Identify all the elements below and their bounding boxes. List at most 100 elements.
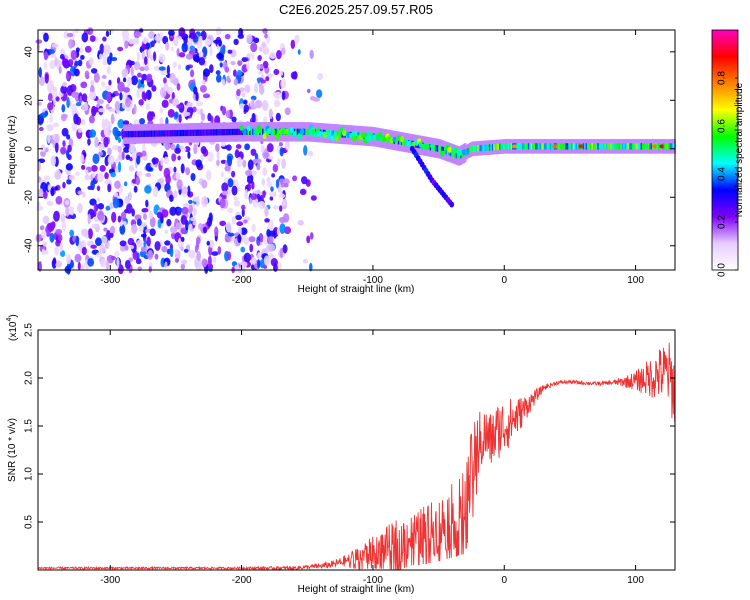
spectrogram-core [446,148,450,156]
spectrogram-core [598,143,601,150]
spectrogram-speckle [248,236,256,243]
spectrogram-speckle [246,62,250,71]
spectrogram-core [538,143,541,150]
spectrogram-core [559,143,562,150]
spectrogram-speckle [297,49,301,55]
spectrogram-speckle [280,78,287,89]
spectrogram-speckle [178,114,182,123]
spectrogram-blob [430,142,436,149]
spectrogram-speckle [185,53,194,60]
spectrogram-speckle [110,113,115,125]
spectrogram-speckle [111,144,119,151]
spectrogram-speckle [66,72,70,81]
spectrogram-core [588,143,591,150]
spectrogram-core [478,145,481,152]
snr-x-tick-label: -100 [363,575,383,586]
spectrogram-speckle [43,51,48,61]
snr-x-tick-label: 0 [501,575,507,586]
spectrogram-core [629,143,632,150]
spectrogram-speckle [53,210,60,222]
spectrogram-core [668,143,671,150]
spectrogram-speckle [138,79,142,86]
spectrogram-core [329,130,333,137]
spectrogram-speckle [43,175,51,181]
spectrogram-speckle [158,66,166,71]
spectrogram-blob [424,143,430,150]
spectrogram-speckle [236,156,243,168]
spectrogram-core [399,138,402,145]
spectrogram-speckle [68,38,74,49]
spectrogram-speckle [207,216,213,227]
spectrogram-speckle [246,52,253,59]
spectrogram-core [152,130,155,137]
spectrogram-core [233,128,236,136]
spectrogram-core [490,144,493,151]
spectrogram-core [474,145,477,152]
spectrogram-y-tick-label: -20 [24,190,35,205]
spectrogram-speckle [74,60,79,67]
spectrogram-speckle [200,146,207,154]
spectrogram-speckle [141,73,148,81]
spectrogram-speckle [198,51,204,58]
spectrogram-speckle [264,218,270,223]
spectrogram-core [587,143,590,150]
spectrogram-speckle [42,191,48,199]
spectrogram-speckle [270,219,274,230]
spectrogram-speckle [77,203,83,214]
spectrogram-blob [399,136,405,143]
spectrogram-speckle [222,78,226,87]
spectrogram-speckle [282,244,288,254]
spectrogram-speckle [257,259,261,269]
spectrogram-speckle [317,73,324,81]
spectrogram-speckle [71,91,79,98]
spectrogram-core [610,143,613,150]
spectrogram-speckle [172,98,179,107]
spectrogram-speckle [173,166,177,173]
spectrogram-speckle [61,104,66,113]
spectrogram-core [143,130,146,137]
spectrogram-core [270,128,273,135]
spectrogram-speckle [54,169,62,181]
snr-x-axis-title: Height of straight line (km) [298,584,415,595]
spectrogram-speckle [180,215,188,225]
spectrogram-core [204,129,207,136]
spectrogram-core [150,130,153,137]
spectrogram-core [438,145,441,152]
spectrogram-y-ticks: -40 -20 0 20 40 [24,46,675,253]
spectrogram-speckle [69,229,75,237]
spectrogram-speckle [77,190,84,195]
colorbar-ticks: 0.0 0.2 0.4 0.6 0.8 [717,71,738,277]
spectrogram-speckle [279,186,283,196]
spectrogram-speckle [101,118,106,129]
spectrogram-core [507,143,510,150]
spectrogram-speckle [266,177,271,183]
spectrogram-speckle [149,216,156,228]
spectrogram-speckle [169,194,174,202]
spectrogram-speckle [81,93,88,102]
spectrogram-speckle [49,114,53,124]
spectrogram-speckle [35,233,42,243]
spectrogram-speckle [105,260,109,271]
spectrogram-speckle [136,88,140,99]
spectrogram-speckle [38,188,44,198]
spectrogram-speckle [141,50,146,60]
spectrogram-speckle [68,59,74,66]
spectrogram-core [605,143,609,150]
spectrogram-core [218,129,221,136]
spectrogram-speckle [205,169,212,181]
spectrogram-speckle [250,257,257,265]
spectrogram-core [435,145,438,152]
spectrogram-blob [353,130,359,137]
spectrogram-speckle [145,199,149,208]
spectrogram-speckle [98,214,104,221]
spectrogram-core [160,130,164,137]
spectrogram-speckle [259,64,264,70]
spectrogram-core [305,128,308,135]
spectrogram-core [491,144,494,151]
spectrogram-speckle [159,117,164,125]
spectrogram-speckle [242,159,247,168]
spectrogram-core [637,143,640,150]
spectrogram-speckle [61,221,67,232]
snr-y-tick-label: 2.0 [24,371,35,385]
spectrogram-core [546,143,549,150]
